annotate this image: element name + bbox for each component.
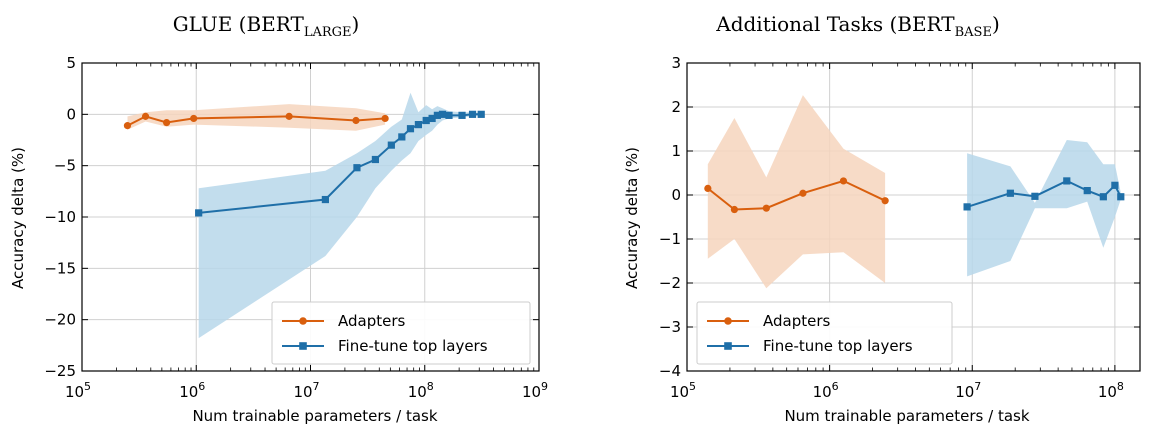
y-tick-label: −10 [44,208,76,226]
data-point [1099,193,1107,201]
y-tick-label: −20 [44,311,76,329]
data-point [352,116,360,125]
legend-marker [299,317,307,325]
y-tick-label: −2 [659,274,681,292]
data-point [1117,193,1125,201]
x-tick-label: 105 [65,380,91,401]
x-tick-label: 108 [408,380,434,401]
data-point [428,114,436,123]
data-point [468,110,477,118]
data-point [123,122,132,130]
data-point [799,189,807,197]
confidence-band [707,95,886,289]
legend-marker [299,342,307,350]
series-line [707,179,886,211]
x-tick-label: 105 [670,380,696,401]
data-point [881,197,889,205]
data-point [433,111,441,119]
y-tick-label: 3 [671,54,681,72]
y-tick-label: −3 [659,318,681,336]
data-point [1111,181,1119,189]
data-point [963,203,971,211]
data-point [704,184,712,192]
x-axis-label: Num trainable parameters / task [192,407,437,425]
legend-label: Adapters [763,312,831,330]
y-axis-label: Accuracy delta (%) [9,147,27,289]
x-tick-label: 106 [179,380,205,401]
y-tick-label: 1 [671,142,681,160]
data-point [762,204,770,212]
confidence-band [198,92,482,339]
x-axis-label: Num trainable parameters / task [784,407,1029,425]
series-line [198,113,482,214]
data-point [371,155,380,164]
data-point [398,133,406,141]
data-point [422,116,430,125]
data-point [1083,187,1091,195]
x-tick-label: 109 [522,380,548,401]
data-point [190,114,198,123]
legend-label: Fine-tune top layers [763,337,913,355]
data-point [162,118,171,127]
y-tick-label: −1 [659,230,681,248]
y-tick-label: 0 [671,186,681,204]
y-tick-label: 0 [66,105,76,123]
data-point [839,177,848,185]
y-tick-label: −4 [659,362,681,380]
data-point [458,111,466,119]
data-point [1031,192,1039,200]
y-tick-label: 5 [66,54,76,72]
legend-label: Adapters [338,312,406,330]
data-point [406,125,415,133]
data-point [353,164,361,172]
legend-marker [724,342,732,350]
x-tick-label: 106 [813,380,839,401]
data-point [195,209,203,217]
legend-marker [724,317,732,325]
data-point [414,121,423,129]
chart-title: GLUE (BERTLARGE) [173,12,360,40]
additional-tasks-chart: Additional Tasks (BERTBASE) 105 106 107 108… [623,12,1141,425]
data-point [141,112,150,120]
chart-title: Additional Tasks (BERTBASE) [715,12,1000,40]
y-tick-label: −5 [54,157,76,175]
legend-label: Fine-tune top layers [338,337,488,355]
y-tick-label: 2 [671,98,681,116]
data-point [477,110,485,118]
legend-box [271,301,531,365]
legend: Adapters Fine-tune top layers [696,301,953,365]
data-point [321,195,329,204]
data-point [1063,177,1071,185]
data-point [381,114,389,123]
confidence-band [967,140,1121,277]
x-tick-label: 108 [1098,380,1124,401]
glue-chart: GLUE (BERTLARGE) 105 106 107 108 109 5 0 −5 −10 −… [9,12,548,425]
data-point [445,111,453,119]
legend: Adapters Fine-tune top layers [271,301,531,365]
y-tick-label: −15 [44,259,76,277]
y-tick-label: −25 [44,362,76,380]
data-point [387,141,395,149]
data-point [1006,189,1014,197]
plot-frame [686,62,1141,372]
x-tick-label: 107 [955,380,981,401]
y-axis-label: Accuracy delta (%) [623,147,641,289]
data-point [285,112,293,120]
data-point [438,110,447,118]
x-tick-label: 107 [293,380,319,401]
data-point [730,205,739,214]
legend-box [696,301,953,365]
